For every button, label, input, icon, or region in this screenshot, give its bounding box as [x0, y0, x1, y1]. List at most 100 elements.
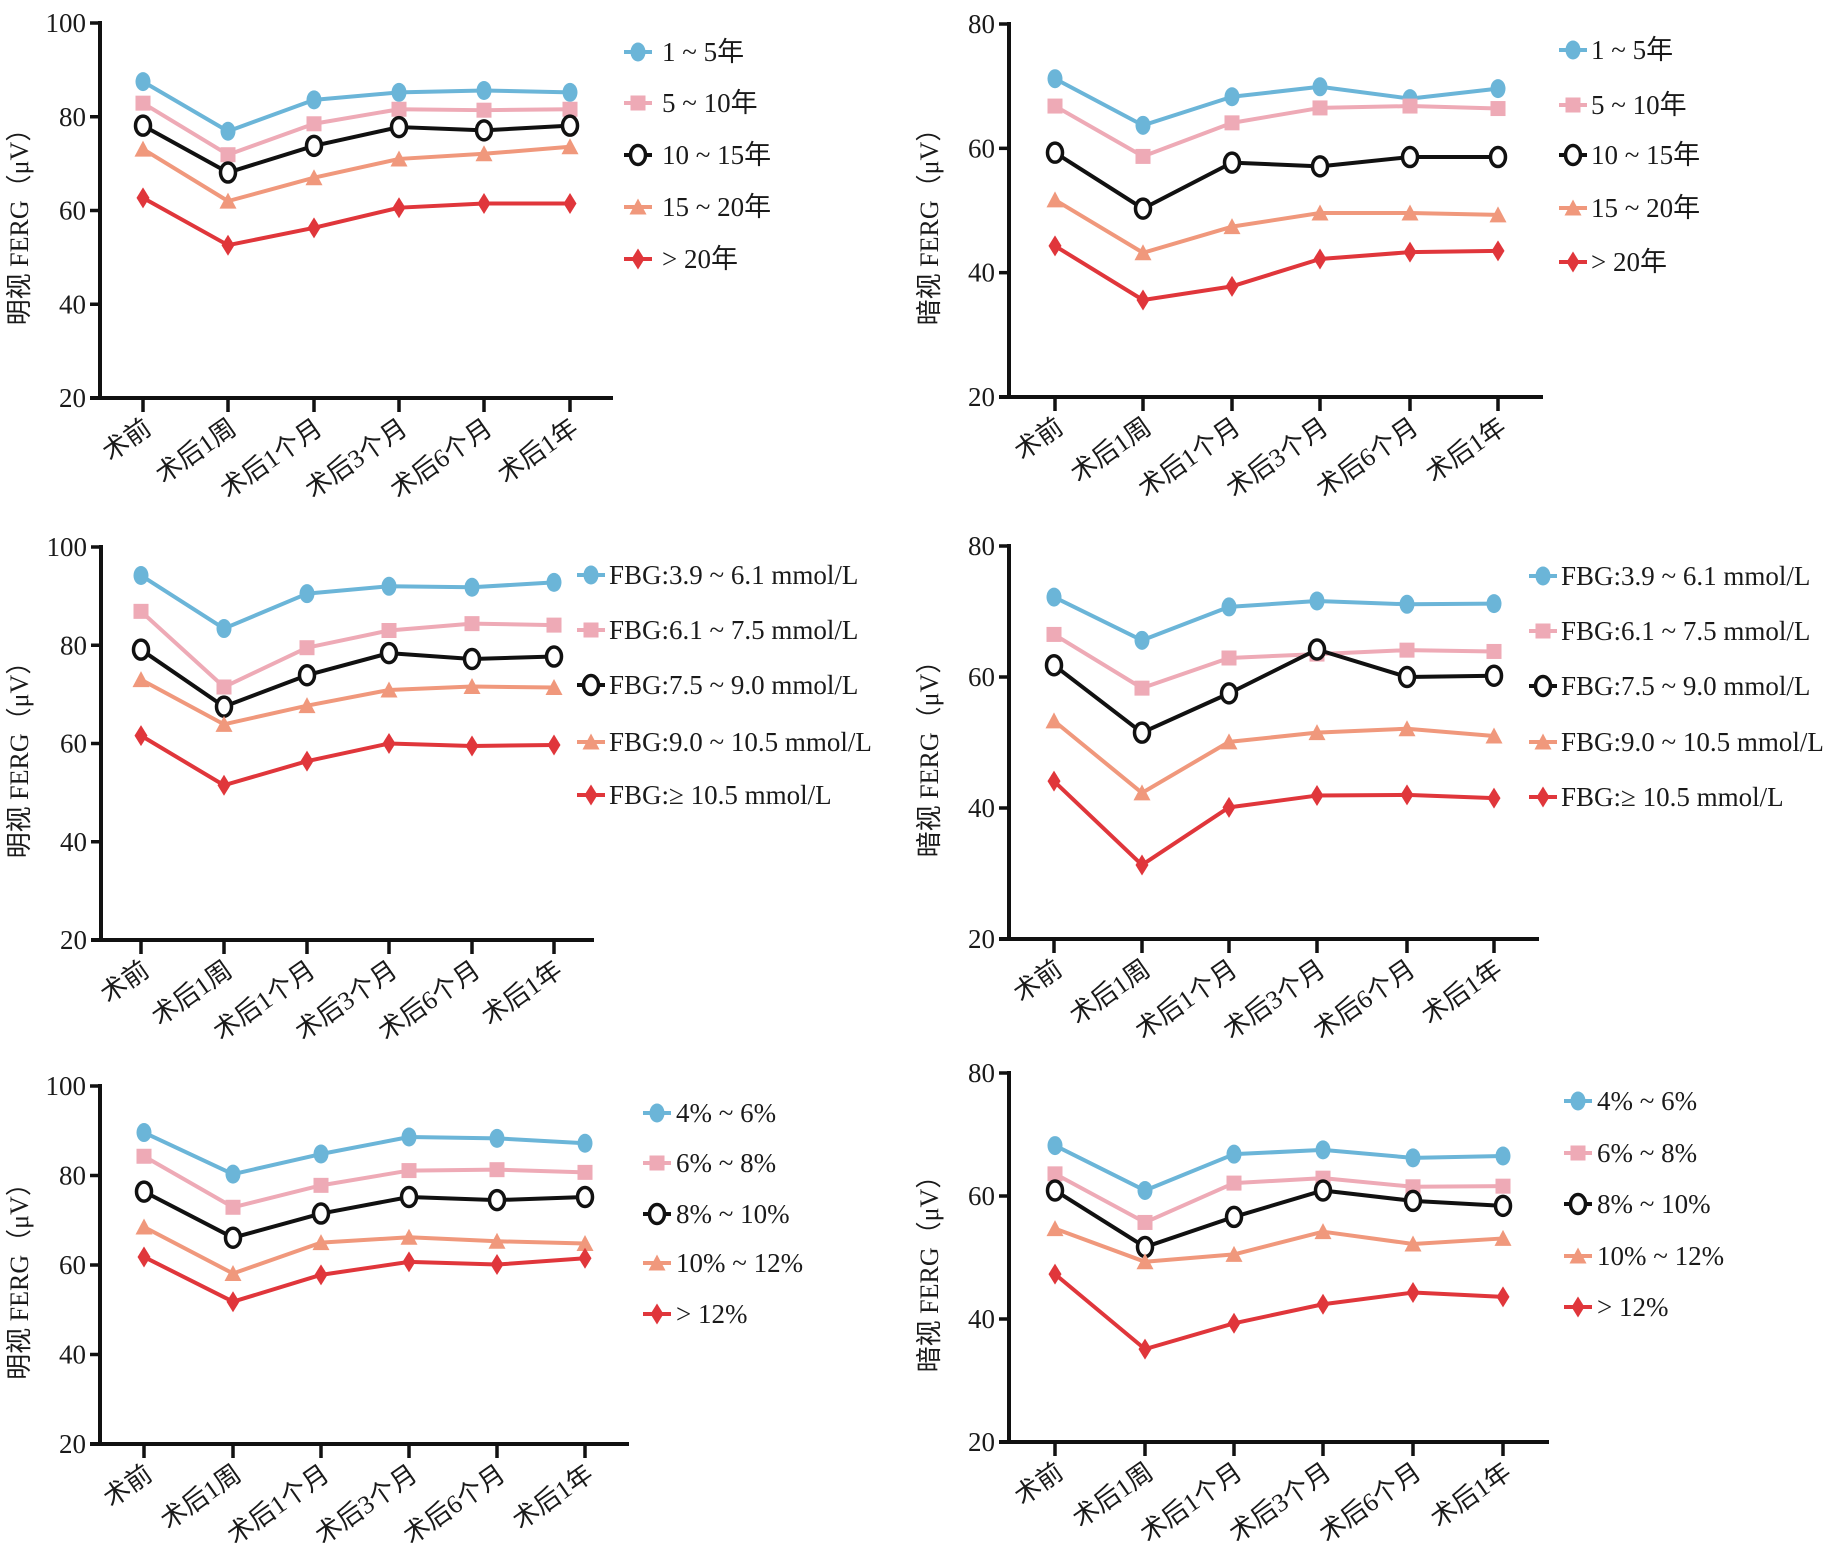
legend-marker	[628, 143, 648, 167]
legend-label: FBG:≥ 10.5 mmol/L	[609, 780, 832, 810]
series-line	[143, 1189, 586, 1240]
data-point	[1400, 145, 1420, 169]
y-tick-label: 40	[968, 793, 995, 823]
legend-marker	[648, 1254, 666, 1271]
data-point	[1488, 145, 1508, 169]
legend-marker	[1535, 623, 1551, 639]
x-tick-label: 术后6个月	[1308, 954, 1420, 1045]
series-3	[131, 638, 564, 718]
legend-marker	[583, 565, 599, 585]
data-point	[218, 161, 238, 184]
data-point	[1495, 1146, 1511, 1166]
data-point	[1405, 1179, 1421, 1195]
legend-label: FBG:3.9 ~ 6.1 mmol/L	[609, 560, 858, 590]
legend-item: 10% ~ 12%	[1564, 1241, 1724, 1271]
legend-marker	[1570, 1091, 1586, 1111]
data-point	[1224, 87, 1240, 107]
data-point	[562, 82, 578, 102]
data-point	[220, 121, 236, 141]
legend-item: 15 ~ 20年	[624, 192, 771, 222]
x-tick-label: 术前	[98, 1459, 157, 1513]
series-1	[1047, 1136, 1511, 1200]
data-point	[1135, 115, 1151, 135]
y-tick-label: 20	[59, 1429, 86, 1459]
series-line	[139, 733, 555, 788]
series-line	[1054, 1143, 1504, 1193]
data-point	[1134, 630, 1150, 650]
data-point	[132, 671, 150, 688]
data-point	[1224, 1205, 1244, 1229]
y-tick-label: 100	[46, 1071, 87, 1101]
data-point	[1133, 197, 1153, 220]
legend-item: > 12%	[1564, 1292, 1668, 1322]
data-point	[1045, 1179, 1065, 1202]
legend-label: FBG:6.1 ~ 7.5 mmol/L	[609, 615, 858, 645]
legend-item: > 12%	[643, 1299, 747, 1329]
series-line	[1052, 719, 1495, 795]
legend-marker	[583, 622, 599, 638]
series-4	[135, 1218, 594, 1282]
y-tick-label: 40	[59, 1340, 86, 1370]
data-point	[1227, 1312, 1241, 1334]
legend-item: FBG:9.0 ~ 10.5 mmol/L	[1529, 727, 1824, 757]
series-line	[141, 144, 571, 204]
legend-label: 10 ~ 15年	[662, 140, 771, 170]
data-point	[1133, 784, 1151, 801]
data-point	[1491, 240, 1505, 262]
series-1	[135, 72, 578, 141]
legend-marker	[650, 1303, 664, 1325]
legend-label: 5 ~ 10年	[1591, 90, 1687, 120]
data-point	[379, 641, 399, 665]
legend-marker	[1564, 199, 1582, 216]
legend-item: 6% ~ 8%	[643, 1148, 776, 1178]
y-axis-title: 暗视 FERG（μV）	[915, 116, 944, 326]
y-axis-title: 明视 FERG（μV）	[5, 649, 34, 859]
legend-item: FBG:9.0 ~ 10.5 mmol/L	[577, 727, 872, 757]
data-point	[1046, 1220, 1064, 1237]
data-point	[1312, 100, 1328, 116]
legend-label: > 12%	[676, 1299, 747, 1329]
series-line	[1052, 632, 1495, 691]
legend-label: 10 ~ 15年	[1591, 140, 1700, 170]
legend-marker	[1563, 143, 1583, 167]
data-point	[1137, 1214, 1153, 1230]
data-point	[1485, 727, 1503, 744]
legend-item: FBG:3.9 ~ 6.1 mmol/L	[577, 560, 858, 590]
series-line	[1052, 779, 1495, 867]
x-tick-label: 术后3个月	[1224, 1457, 1336, 1548]
series-2	[136, 1148, 593, 1215]
legend-item: FBG:7.5 ~ 9.0 mmol/L	[1529, 671, 1810, 701]
series-line	[143, 1154, 586, 1210]
data-point	[1314, 1223, 1332, 1240]
legend-item: FBG:6.1 ~ 7.5 mmol/L	[577, 615, 858, 645]
y-axis-title: 暗视 FERG（μV）	[915, 1163, 944, 1373]
legend-item: 5 ~ 10年	[1559, 90, 1687, 120]
data-point	[1134, 680, 1150, 696]
series-4	[1046, 191, 1507, 261]
series-5	[1047, 770, 1501, 876]
data-point	[1047, 770, 1061, 792]
data-point	[1405, 1148, 1421, 1168]
legend-marker	[649, 1155, 665, 1171]
series-line	[139, 573, 555, 631]
data-point	[1045, 712, 1063, 729]
data-point	[1221, 597, 1237, 617]
legend-item: FBG:≥ 10.5 mmol/L	[1529, 782, 1784, 812]
data-point	[1398, 720, 1416, 737]
data-point	[1495, 1178, 1511, 1194]
data-point	[1484, 664, 1504, 687]
data-point	[1047, 1136, 1063, 1156]
data-point	[1226, 1175, 1242, 1191]
legend-item: 4% ~ 6%	[643, 1098, 776, 1128]
series-line	[143, 1130, 586, 1177]
data-point	[401, 1163, 417, 1179]
series-3	[1045, 1179, 1513, 1259]
data-point	[546, 572, 562, 592]
data-point	[1406, 1282, 1420, 1304]
legend-label: FBG:≥ 10.5 mmol/L	[1561, 782, 1784, 812]
data-point	[576, 1235, 594, 1252]
data-point	[1138, 1338, 1152, 1360]
